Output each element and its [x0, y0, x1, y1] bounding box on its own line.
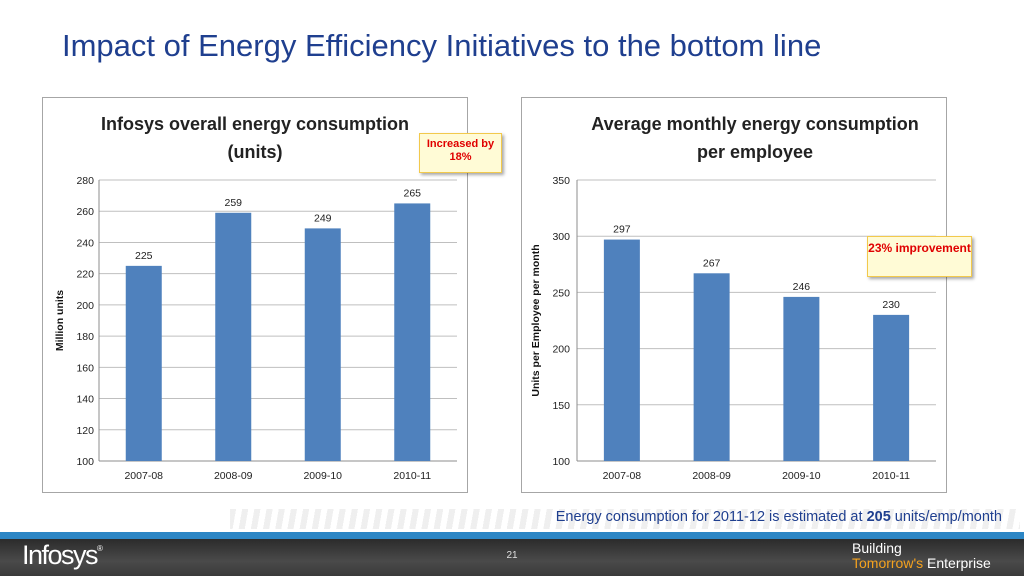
- increase-callout-text: Increased by 18%: [426, 138, 495, 163]
- y-tick-label: 160: [76, 362, 94, 374]
- y-tick-label: 220: [76, 269, 94, 281]
- data-label: 249: [314, 212, 332, 224]
- page-number: 21: [506, 550, 518, 561]
- x-tick-label: 2007-08: [124, 470, 163, 482]
- logo-text: Infosys: [22, 540, 99, 570]
- bar: [783, 296, 820, 461]
- y-tick-label: 260: [76, 206, 94, 218]
- bar: [603, 239, 640, 461]
- chart-title-line: (units): [228, 142, 283, 162]
- data-label: 267: [703, 257, 721, 269]
- decorative-hatch: [230, 509, 1020, 529]
- bar: [693, 273, 730, 461]
- per-employee-chart-svg: Average monthly energy consumption per em…: [530, 114, 936, 482]
- energy-consumption-chart-svg: Infosys overall energy consumption (units…: [54, 114, 457, 482]
- slide-title: Impact of Energy Efficiency Initiatives …: [62, 28, 822, 63]
- infosys-logo: Infosys®: [22, 540, 103, 571]
- y-tick-label: 100: [552, 456, 570, 468]
- y-tick-label: 140: [76, 394, 94, 406]
- x-tick-label: 2010-11: [393, 470, 431, 482]
- y-tick-label: 150: [552, 400, 570, 412]
- footer-bar: [0, 539, 1024, 576]
- y-tick-label: 180: [76, 331, 94, 343]
- energy-consumption-chart: Infosys overall energy consumption (units…: [42, 97, 468, 493]
- bar: [215, 212, 252, 461]
- bar: [873, 314, 910, 461]
- improvement-callout: 23% improvement: [867, 236, 972, 277]
- chart-title-line: per employee: [697, 142, 813, 162]
- footer-stripe: [0, 532, 1024, 539]
- y-tick-label: 350: [552, 175, 570, 187]
- x-tick-label: 2007-08: [603, 470, 642, 482]
- tagline-enterprise: Enterprise: [927, 555, 991, 571]
- data-label: 230: [882, 299, 900, 311]
- x-tick-label: 2008-09: [692, 470, 731, 482]
- tagline-line-1: Building: [852, 540, 902, 556]
- chart-title-line: Average monthly energy consumption: [591, 114, 918, 134]
- y-axis-label: Million units: [54, 290, 66, 351]
- y-tick-label: 120: [76, 425, 94, 437]
- data-label: 225: [135, 250, 153, 262]
- improvement-callout-text: 23% improvement: [868, 241, 971, 255]
- y-tick-label: 250: [552, 287, 570, 299]
- y-tick-label: 300: [552, 231, 570, 243]
- x-tick-label: 2009-10: [782, 470, 821, 482]
- x-tick-label: 2010-11: [872, 470, 910, 482]
- y-tick-label: 280: [76, 175, 94, 187]
- bar: [304, 228, 341, 461]
- tagline-tomorrows: Tomorrow's: [852, 555, 924, 571]
- data-label: 297: [613, 224, 631, 236]
- y-tick-label: 200: [76, 300, 94, 312]
- y-axis-label: Units per Employee per month: [530, 244, 542, 396]
- footnote-suffix: units/emp/month: [894, 509, 1002, 525]
- data-label: 265: [403, 187, 421, 199]
- y-tick-label: 240: [76, 237, 94, 249]
- y-tick-label: 100: [76, 456, 94, 468]
- y-tick-label: 200: [552, 344, 570, 356]
- tagline-line-2: Tomorrow's Enterprise: [852, 556, 991, 571]
- data-label: 259: [224, 197, 242, 209]
- chart-title-line: Infosys overall energy consumption: [101, 114, 409, 134]
- bar: [125, 265, 162, 461]
- data-label: 246: [793, 281, 811, 293]
- footnote-prefix: Energy consumption for 2011-12 is estima…: [555, 509, 863, 525]
- tagline: Building Tomorrow's Enterprise: [852, 541, 991, 571]
- estimate-footnote: Energy consumption for 2011-12 is estima…: [556, 509, 1002, 525]
- x-tick-label: 2009-10: [303, 470, 342, 482]
- x-tick-label: 2008-09: [214, 470, 253, 482]
- bar: [394, 203, 431, 461]
- per-employee-chart: Average monthly energy consumption per em…: [521, 97, 947, 493]
- logo-mark: ®: [97, 544, 103, 553]
- footnote-value: 205: [866, 509, 891, 525]
- increase-callout: Increased by 18%: [419, 133, 502, 173]
